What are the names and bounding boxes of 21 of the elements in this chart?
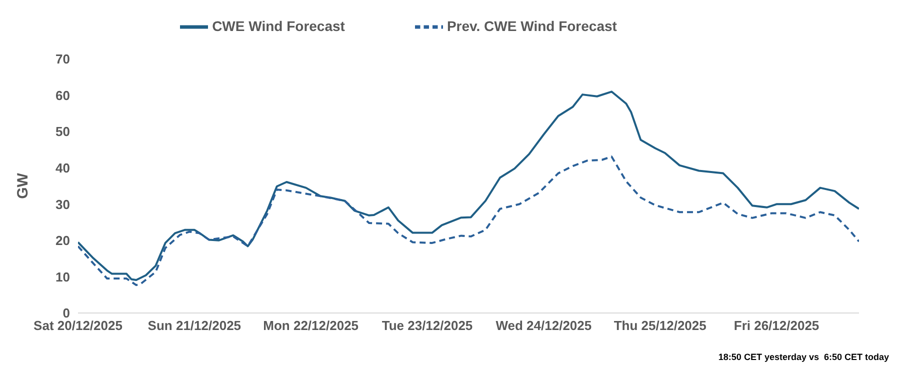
x-tick-label: Sat 20/12/2025: [34, 318, 122, 334]
x-tick-label: Wed 24/12/2025: [496, 318, 592, 334]
y-tick-label: 60: [56, 88, 70, 103]
y-tick-label: 20: [56, 233, 70, 248]
x-tick-label: Sun 21/12/2025: [148, 318, 242, 334]
legend-label: Prev. CWE Wind Forecast: [446, 18, 617, 34]
y-tick-label: 40: [56, 160, 70, 176]
y-tick-label: 30: [56, 196, 70, 212]
x-tick-label: Thu 25/12/2025: [614, 318, 706, 334]
text: 18:50 CET yesterday vs 6:50 CET today: [718, 352, 889, 362]
x-tick-label: Fri 26/12/2025: [734, 318, 820, 334]
legend-label: CWE Wind Forecast: [212, 18, 345, 34]
y-tick-label: 70: [56, 52, 70, 67]
y-tick-label: 0: [62, 306, 70, 321]
line-series: [78, 90, 859, 281]
x-tick-label: Mon 22/12/2025: [263, 318, 359, 334]
y-tick-label: 50: [56, 124, 70, 140]
y-axis-title: GW: [14, 172, 32, 199]
line-series: [78, 156, 859, 286]
x-tick-label: Tue 23/12/2025: [382, 318, 473, 334]
y-tick-label: 10: [56, 269, 70, 284]
